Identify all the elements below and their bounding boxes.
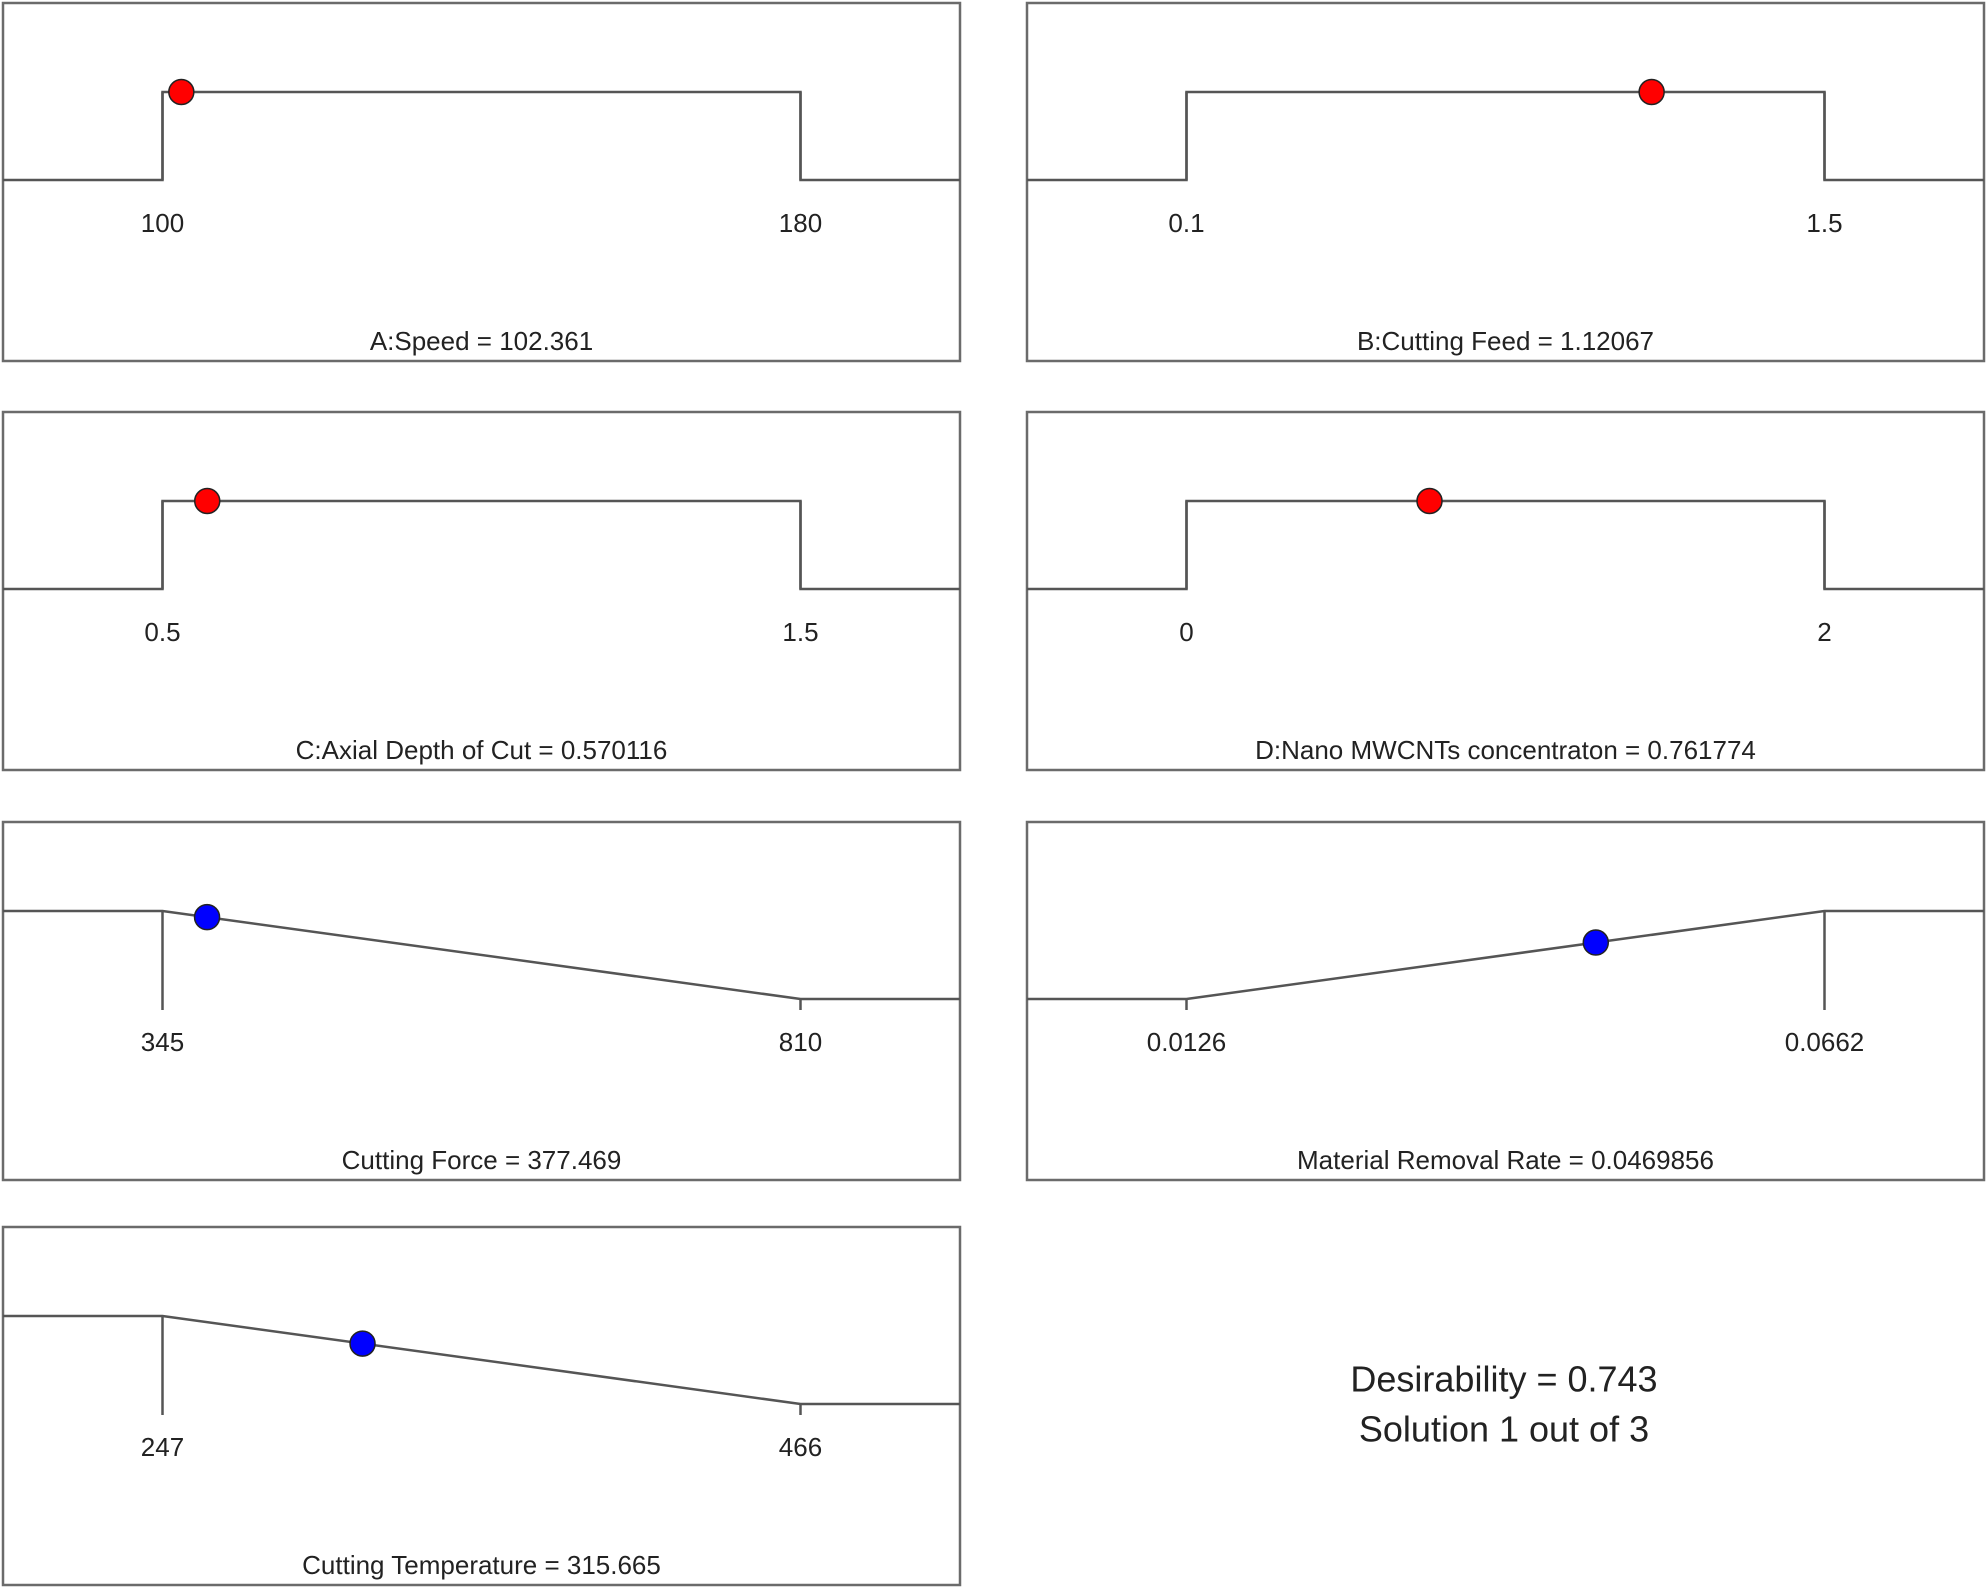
ramp-panel: 0.1 1.5 B:Cutting Feed = 1.12067 [1025, 1, 1986, 363]
x-tick-label: 180 [779, 208, 822, 238]
x-tick-label: 0.0126 [1147, 1027, 1227, 1057]
panel-frame [1025, 410, 1986, 772]
desirability-profile [3, 1314, 960, 1406]
panel-frame [1025, 820, 1986, 1182]
panel-frame [1, 1, 962, 363]
current-setting [193, 903, 221, 931]
x-tick-label: 100 [141, 208, 184, 238]
desirability-profile [1027, 499, 1984, 591]
desirability: Desirability = 0.743 [1350, 1359, 1657, 1400]
x-tick-label: 345 [141, 1027, 184, 1057]
panel-title: C:Axial Depth of Cut = 0.570116 [296, 735, 668, 765]
panel-frame [1, 1225, 962, 1587]
desirability-profile [3, 909, 960, 1001]
x-tick-label: 0.5 [144, 617, 180, 647]
x-tick-label: 0 [1179, 617, 1193, 647]
x-tick-label: 0.1 [1168, 208, 1204, 238]
panel-title: Material Removal Rate = 0.0469856 [1297, 1145, 1714, 1175]
desirability-profile [3, 499, 960, 591]
x-tick-label: 1.5 [782, 617, 818, 647]
ramp-panel: 247 466 Cutting Temperature = 315.665 [1, 1225, 962, 1587]
current-setting [1582, 929, 1610, 956]
panel-title: D:Nano MWCNTs concentraton = 0.761774 [1255, 735, 1756, 765]
x-tick-label: 247 [141, 1432, 184, 1462]
ramp-panel: 0 2 D:Nano MWCNTs concentraton = 0.761774 [1025, 410, 1986, 772]
x-tick-label: 466 [779, 1432, 822, 1462]
panel-title: B:Cutting Feed = 1.12067 [1357, 326, 1654, 356]
panel-title: A:Speed = 102.361 [370, 326, 593, 356]
x-tick-label: 810 [779, 1027, 822, 1057]
panel-frame [1025, 1, 1986, 363]
desirability-profile [1027, 90, 1984, 182]
current-setting [1638, 78, 1665, 106]
panel-frame [1, 410, 962, 772]
current-setting [349, 1330, 376, 1357]
panel-title: Cutting Force = 377.469 [342, 1145, 622, 1175]
ramp-panel: 0.0126 0.0662 Material Removal Rate = 0.04… [1025, 820, 1986, 1182]
solution: Solution 1 out of 3 [1359, 1409, 1649, 1450]
desirability-profile [3, 90, 960, 182]
x-tick-label: 1.5 [1806, 208, 1842, 238]
x-tick-label: 0.0662 [1785, 1027, 1865, 1057]
current-setting [1416, 487, 1443, 515]
current-setting [193, 487, 221, 515]
ramp-panel: 345 810 Cutting Force = 377.469 [1, 820, 962, 1182]
desirability-profile [1027, 909, 1984, 1001]
ramp-panel: 0.5 1.5 C:Axial Depth of Cut = 0.570116 [1, 410, 962, 772]
panel-frame [1, 820, 962, 1182]
x-tick-label: 2 [1817, 617, 1831, 647]
panel-title: Cutting Temperature = 315.665 [302, 1550, 661, 1580]
current-setting [168, 78, 195, 106]
ramp-panel: 100 180 A:Speed = 102.361 [1, 1, 962, 363]
